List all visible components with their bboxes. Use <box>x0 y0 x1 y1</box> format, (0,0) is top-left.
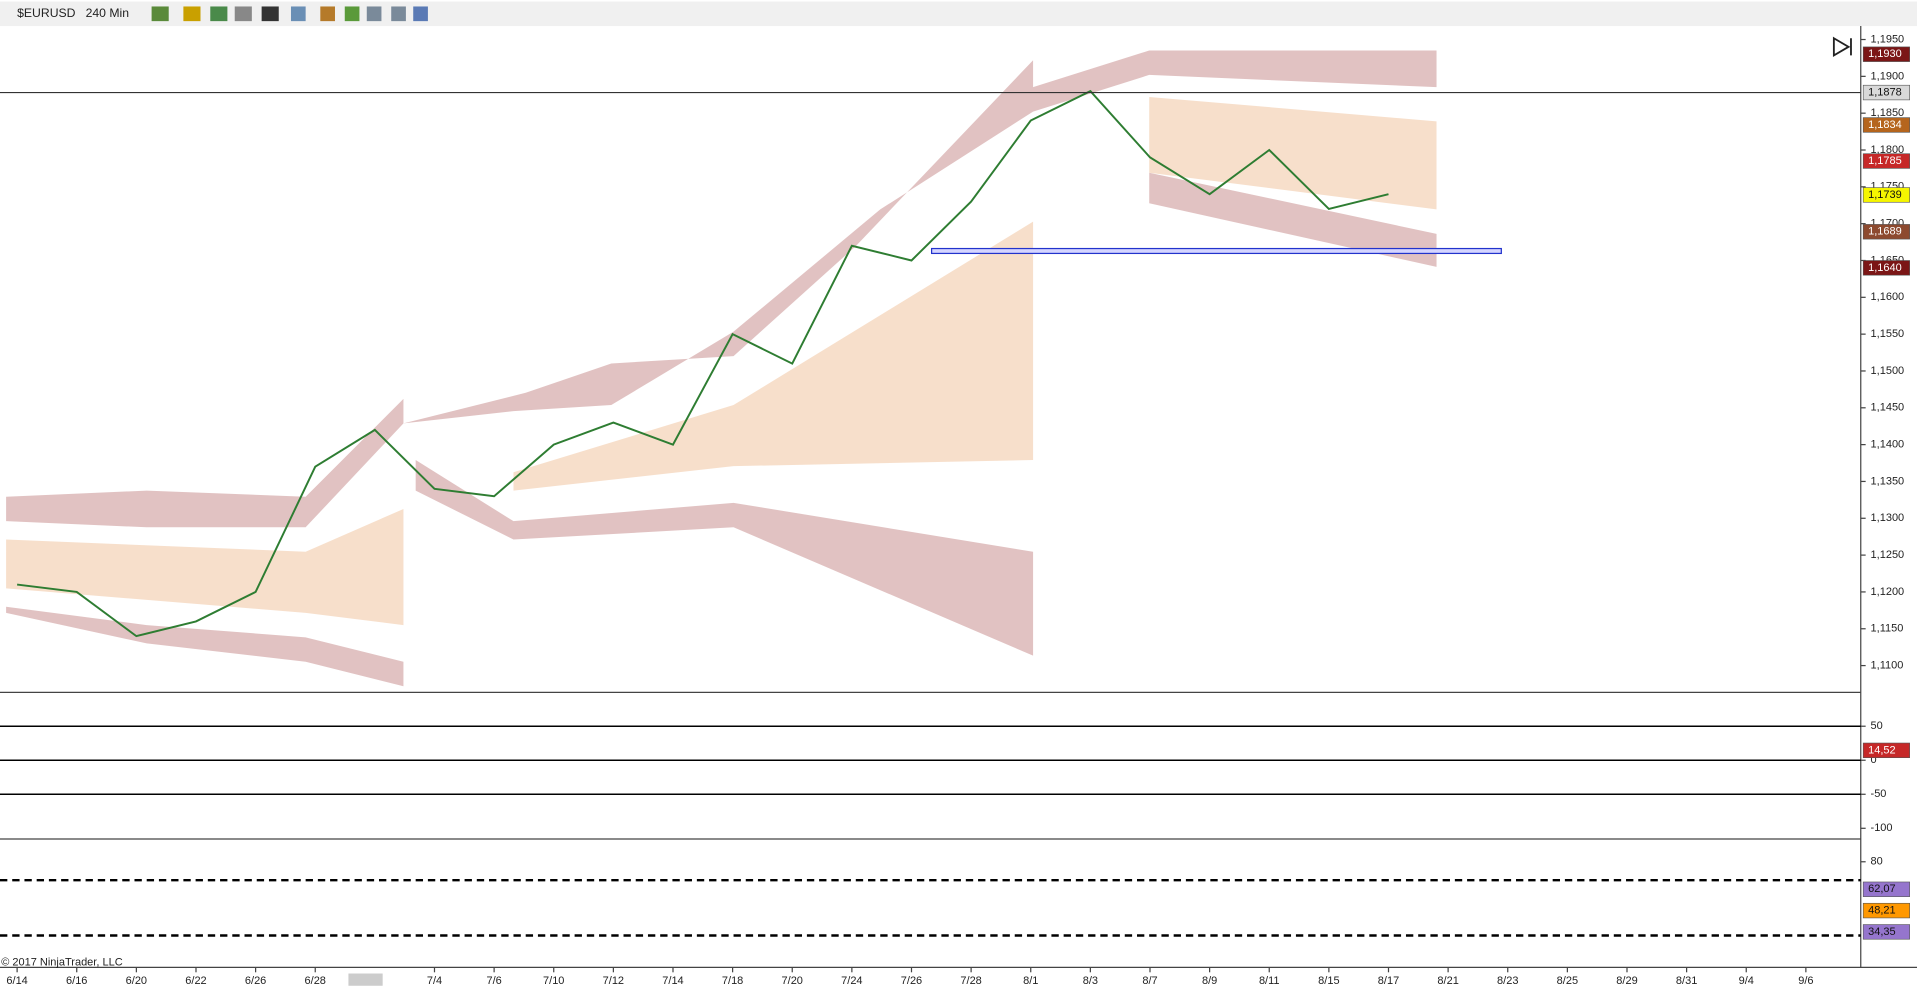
price-tag-label: 1,1739 <box>1868 189 1902 201</box>
x-tick-label: 6/16 <box>66 975 87 987</box>
price-line <box>16 89 1389 638</box>
x-tick-label: 6/26 <box>245 975 266 987</box>
hidden-date <box>348 973 383 986</box>
x-tick-label: 8/25 <box>1557 975 1578 987</box>
price-tag-label: 1,1834 <box>1868 119 1902 131</box>
y-tick-label: 1,1200 <box>1871 586 1905 598</box>
toolbar <box>0 1 1917 27</box>
price-tag <box>1862 902 1910 919</box>
x-tick-label: 8/21 <box>1437 975 1458 987</box>
y-tick-label: 50 <box>1871 720 1883 732</box>
toolbar-items: $EURUSD 240 Min <box>17 6 428 22</box>
x-tick-label: 7/4 <box>427 975 442 987</box>
y-tick-label: 1,1500 <box>1871 365 1905 377</box>
price-tag-label: 1,1878 <box>1868 86 1902 98</box>
y-tick-label: 1,1100 <box>1871 659 1904 671</box>
interval[interactable]: 240 Min <box>86 6 129 20</box>
price-tag-label: 34,35 <box>1868 926 1896 938</box>
price-tag <box>1862 742 1910 759</box>
inner-band <box>6 96 1437 626</box>
lower-band <box>6 172 1437 687</box>
y-tick-label: 1,1150 <box>1871 623 1904 635</box>
x-tick-label: 8/3 <box>1083 975 1098 987</box>
x-tick-label: 8/9 <box>1202 975 1217 987</box>
y-tick-label: -100 <box>1871 822 1893 834</box>
price-tag <box>1862 187 1910 203</box>
x-tick-label: 7/26 <box>901 975 922 987</box>
x-tick-label: 8/15 <box>1318 975 1339 987</box>
tool-icon[interactable] <box>261 6 279 22</box>
price-tag-label: 1,1785 <box>1868 155 1902 167</box>
x-tick-label: 7/12 <box>603 975 624 987</box>
x-tick-label: 6/22 <box>185 975 206 987</box>
y-tick-label: 1,1250 <box>1871 549 1905 561</box>
x-tick-label: 8/29 <box>1616 975 1637 987</box>
symbol[interactable]: $EURUSD <box>17 6 76 20</box>
price-tag-label: 14,52 <box>1868 744 1896 756</box>
y-tick-label: 1,1450 <box>1871 402 1905 414</box>
y-tick-label: 0 <box>1871 754 1877 766</box>
x-tick-label: 8/11 <box>1259 975 1280 987</box>
price-tag <box>1862 46 1910 62</box>
copyright: © 2017 NinjaTrader, LLC <box>1 956 122 968</box>
price-tag-label: 1,1689 <box>1868 226 1902 238</box>
y-tick-label: 1,1850 <box>1871 107 1905 119</box>
price-tag <box>1862 260 1910 276</box>
tool-icon[interactable] <box>151 6 169 22</box>
x-tick-label: 8/31 <box>1676 975 1697 987</box>
y-tick-label: 1,1950 <box>1871 33 1905 45</box>
tool-icon[interactable] <box>290 6 306 22</box>
price-tag <box>1862 881 1910 897</box>
tool-icon[interactable] <box>234 6 252 22</box>
x-tick-label: 7/20 <box>782 975 803 987</box>
x-tick-label: 8/1 <box>1023 975 1038 987</box>
tool-icon[interactable] <box>366 6 382 22</box>
price-tag <box>1862 224 1910 240</box>
x-tick-label: 6/14 <box>6 975 27 987</box>
y-tick-label: 1,1400 <box>1871 439 1905 451</box>
x-tick-label: 9/4 <box>1739 975 1754 987</box>
tool-icon[interactable] <box>183 6 201 22</box>
y-tick-label: 1,1800 <box>1871 144 1905 156</box>
x-tick-label: 9/6 <box>1798 975 1813 987</box>
y-tick-label: 1,1900 <box>1871 70 1905 82</box>
tool-icon[interactable] <box>210 6 228 22</box>
price-tag <box>1862 117 1910 133</box>
y-tick-label: -50 <box>1871 788 1887 800</box>
x-tick-label: 6/20 <box>126 975 147 987</box>
price-tag-label: 62,07 <box>1868 883 1896 895</box>
y-tick-label: 1,1350 <box>1871 475 1905 487</box>
y-tick-label: 1,1600 <box>1871 291 1905 303</box>
support-zone <box>930 247 1502 255</box>
tool-icon[interactable] <box>344 6 360 22</box>
x-tick-label: 7/28 <box>960 975 981 987</box>
price-tag <box>1862 153 1910 169</box>
x-tick-label: 7/14 <box>662 975 683 987</box>
tool-icon[interactable] <box>391 6 406 22</box>
price-tag-label: 48,21 <box>1868 905 1896 917</box>
x-tick-label: 7/10 <box>543 975 564 987</box>
price-tag <box>1862 84 1910 101</box>
x-tick-label: 7/6 <box>486 975 501 987</box>
x-tick-label: 8/7 <box>1142 975 1157 987</box>
tool-icon[interactable] <box>413 6 428 22</box>
scroll-end-button[interactable] <box>1832 36 1852 57</box>
y-tick-label: 1,1550 <box>1871 328 1905 340</box>
y-tick-label: 1,1300 <box>1871 512 1905 524</box>
x-tick-label: 6/28 <box>305 975 326 987</box>
price-tag-label: 1,1930 <box>1868 48 1902 60</box>
tool-icon[interactable] <box>320 6 335 22</box>
price-tag <box>1862 924 1910 940</box>
x-tick-label: 8/17 <box>1378 975 1399 987</box>
x-tick-label: 7/18 <box>722 975 743 987</box>
x-tick-label: 7/24 <box>841 975 862 987</box>
y-tick-label: 80 <box>1871 856 1883 868</box>
x-tick-label: 8/23 <box>1497 975 1518 987</box>
price-tag-label: 1,1640 <box>1868 262 1902 274</box>
